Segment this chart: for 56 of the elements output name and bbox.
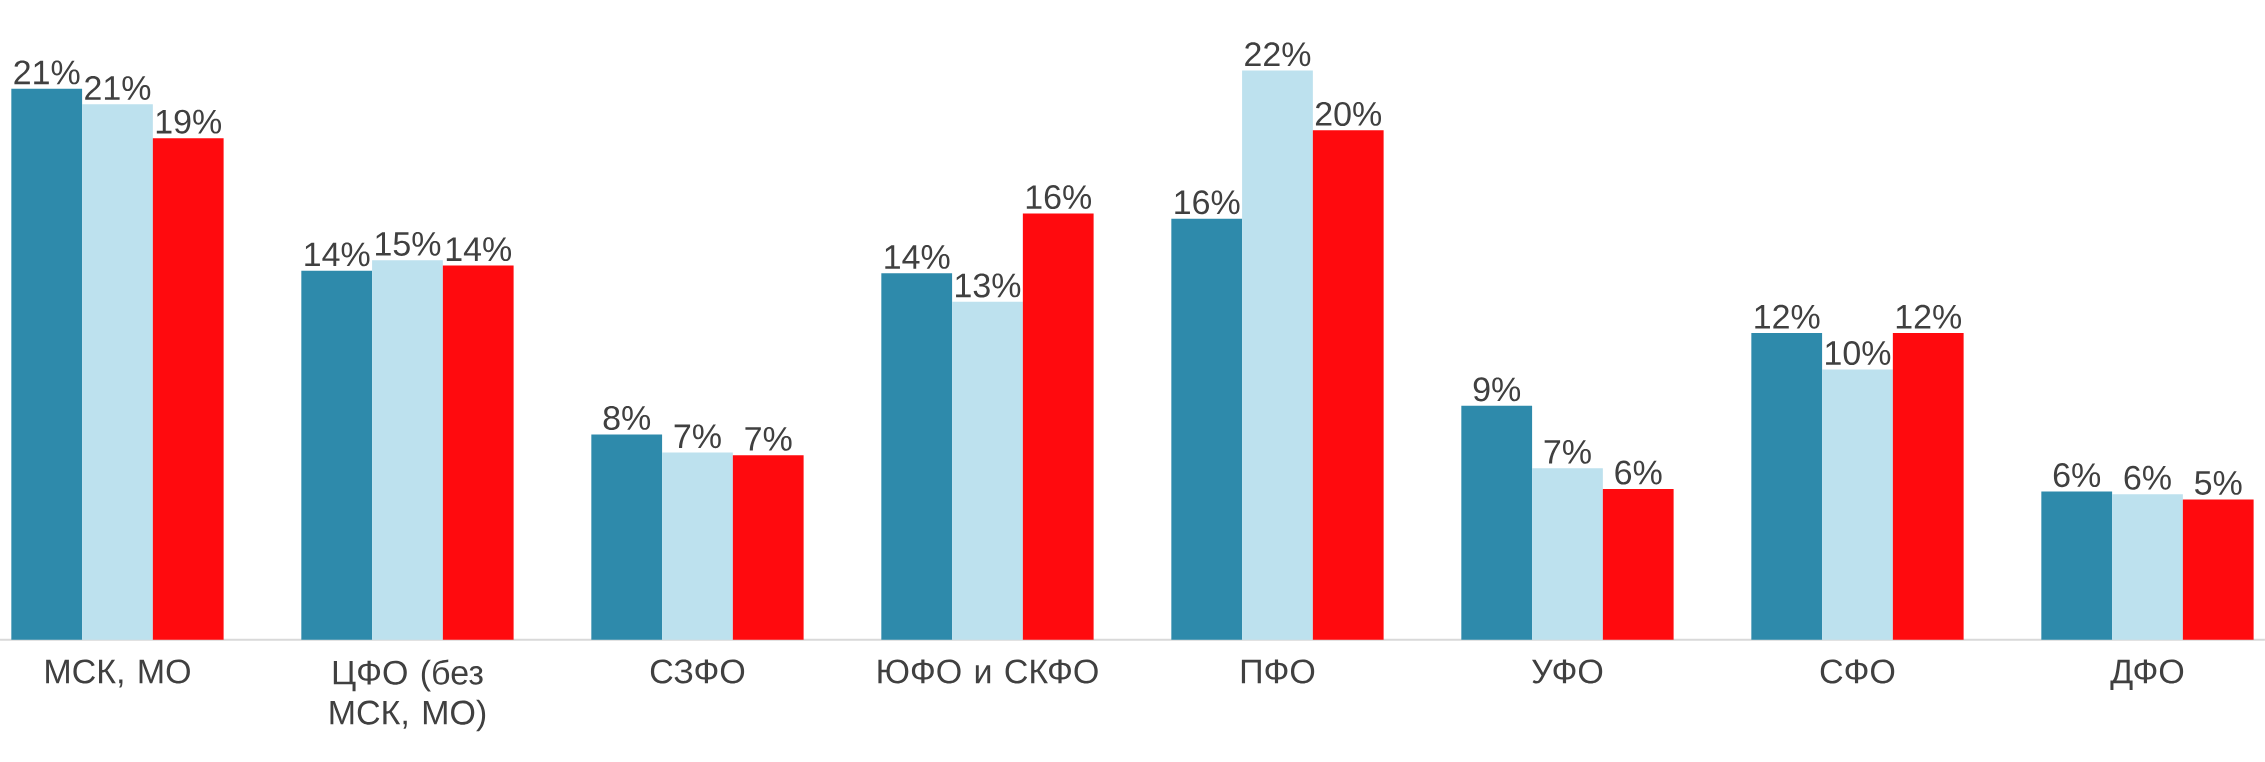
bar <box>82 104 153 640</box>
bar <box>2182 499 2254 640</box>
bar <box>301 270 373 640</box>
bar <box>372 260 443 640</box>
bar <box>2041 491 2113 640</box>
data-label: 21% <box>85 76 151 101</box>
data-label: 8% <box>603 406 651 431</box>
bar <box>1312 130 1384 640</box>
data-label: 9% <box>1473 377 1521 402</box>
data-label: 12% <box>1755 304 1820 329</box>
bar <box>591 434 663 640</box>
data-label: 19% <box>156 109 222 134</box>
x-tick-label: ПФО <box>1241 659 1315 684</box>
data-label: 14% <box>885 245 950 270</box>
x-tick-label: СФО <box>1820 659 1895 684</box>
bar <box>1822 369 1893 640</box>
data-label: 7% <box>745 427 792 451</box>
x-tick-label: ДФО <box>2110 659 2184 691</box>
data-label: 22% <box>1245 42 1311 67</box>
bar <box>1892 333 1964 640</box>
data-label: 16% <box>1026 185 1092 210</box>
data-label: 6% <box>1615 460 1662 485</box>
x-tick-label: ЮФО и СКФО <box>878 659 1098 684</box>
bar <box>1171 218 1243 640</box>
bar <box>732 455 804 640</box>
data-label: 16% <box>1175 190 1240 215</box>
data-label: 14% <box>305 242 370 267</box>
data-label: 12% <box>1896 304 1962 329</box>
bar <box>1751 333 1823 640</box>
bar <box>1242 70 1313 640</box>
bar <box>1461 405 1533 640</box>
x-tick-label: ЦФО (без МСК, МО) <box>330 659 486 732</box>
bar <box>662 452 733 640</box>
x-tick-label: СЗФО <box>650 659 745 684</box>
x-tick-label: МСК, МО <box>46 659 190 688</box>
data-label: 14% <box>446 237 512 262</box>
bar <box>1532 468 1603 640</box>
data-label: 21% <box>14 60 80 85</box>
data-label: 7% <box>1544 440 1591 464</box>
data-label: 10% <box>1826 341 1891 366</box>
bar <box>1022 213 1094 640</box>
bar <box>2112 494 2183 640</box>
data-label: 13% <box>956 273 1021 298</box>
data-label: 7% <box>674 424 721 449</box>
data-label: 15% <box>376 232 441 257</box>
data-label: 20% <box>1315 102 1382 127</box>
data-label: 6% <box>2053 463 2101 488</box>
bar <box>952 302 1023 640</box>
bar <box>11 88 83 640</box>
bar <box>1602 489 1674 640</box>
data-label: 5% <box>2195 471 2242 496</box>
data-label: 6% <box>2124 465 2171 490</box>
bar <box>442 265 514 640</box>
bar <box>152 138 224 640</box>
bar <box>881 273 953 640</box>
x-tick-label: УФО <box>1532 659 1603 684</box>
